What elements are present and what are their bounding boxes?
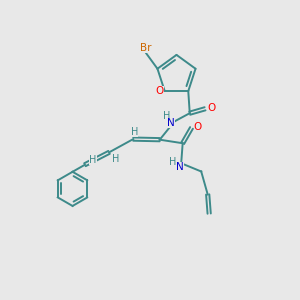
Text: H: H: [112, 154, 119, 164]
Text: O: O: [207, 103, 216, 113]
Text: H: H: [89, 155, 97, 165]
Text: N: N: [167, 118, 175, 128]
Text: Br: Br: [140, 43, 152, 53]
Text: O: O: [155, 86, 164, 96]
Text: H: H: [164, 111, 171, 121]
Text: H: H: [131, 127, 138, 137]
Text: O: O: [194, 122, 202, 132]
Text: N: N: [176, 162, 184, 172]
Text: H: H: [169, 157, 176, 167]
